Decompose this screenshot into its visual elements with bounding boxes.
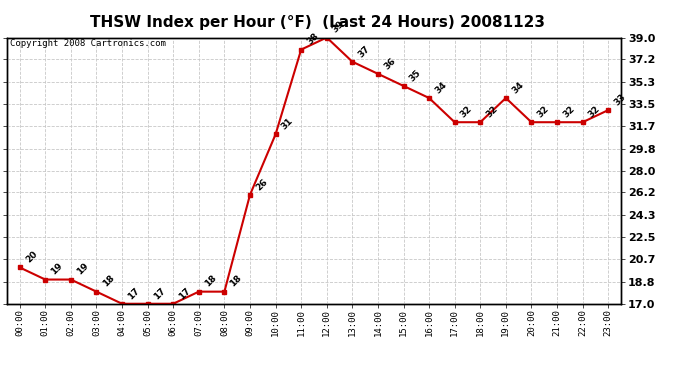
Text: 19: 19 <box>75 261 90 277</box>
Text: 36: 36 <box>382 56 397 71</box>
Text: THSW Index per Hour (°F)  (Last 24 Hours) 20081123: THSW Index per Hour (°F) (Last 24 Hours)… <box>90 15 545 30</box>
Text: 32: 32 <box>484 104 500 120</box>
Text: 18: 18 <box>101 274 116 289</box>
Text: 33: 33 <box>612 92 628 107</box>
Text: 37: 37 <box>357 44 372 59</box>
Text: 17: 17 <box>177 286 193 301</box>
Text: 32: 32 <box>459 104 474 120</box>
Text: 32: 32 <box>586 104 602 120</box>
Text: 17: 17 <box>126 286 141 301</box>
Text: 26: 26 <box>254 177 269 192</box>
Text: Copyright 2008 Cartronics.com: Copyright 2008 Cartronics.com <box>10 39 166 48</box>
Text: 17: 17 <box>152 286 167 301</box>
Text: 38: 38 <box>305 32 321 47</box>
Text: 35: 35 <box>408 68 423 83</box>
Text: 32: 32 <box>561 104 576 120</box>
Text: 32: 32 <box>535 104 551 120</box>
Text: 39: 39 <box>331 20 346 35</box>
Text: 34: 34 <box>433 80 448 95</box>
Text: 31: 31 <box>279 116 295 132</box>
Text: 20: 20 <box>24 249 39 265</box>
Text: 34: 34 <box>510 80 525 95</box>
Text: 18: 18 <box>228 274 244 289</box>
Text: 19: 19 <box>50 261 65 277</box>
Text: 18: 18 <box>203 274 218 289</box>
